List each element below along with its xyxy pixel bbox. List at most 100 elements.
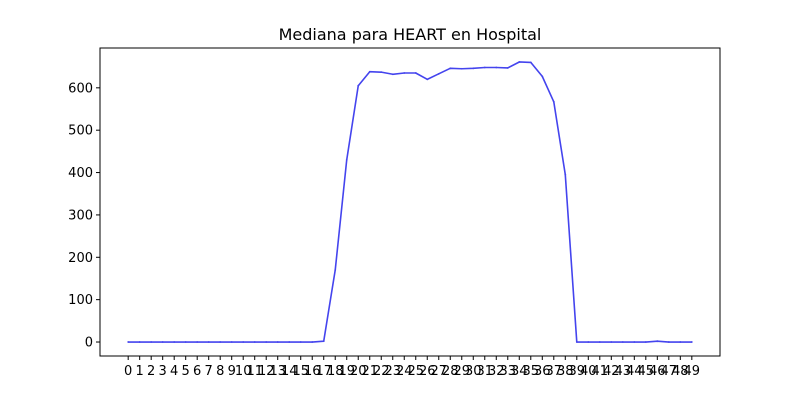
- x-tick-label: 41: [592, 364, 609, 379]
- data-point: [253, 341, 256, 343]
- x-tick-label: 45: [638, 364, 655, 379]
- data-point: [276, 341, 279, 343]
- x-tick-label: 25: [407, 364, 424, 379]
- x-tick-label: 20: [350, 364, 367, 379]
- x-tick-label: 16: [304, 364, 321, 379]
- x-tick-label: 3: [159, 364, 167, 379]
- x-tick-label: 31: [476, 364, 493, 379]
- x-tick-label: 6: [193, 364, 201, 379]
- x-tick-label: 10: [235, 364, 252, 379]
- data-point: [150, 341, 153, 343]
- data-point: [460, 67, 463, 70]
- x-tick-label: 35: [523, 364, 540, 379]
- data-point: [207, 341, 210, 343]
- y-tick-label: 600: [68, 81, 93, 96]
- x-tick-label: 24: [396, 364, 413, 379]
- data-point: [288, 341, 291, 343]
- x-tick-label: 30: [465, 364, 482, 379]
- x-tick-label: 2: [147, 364, 155, 379]
- x-tick-label: 4: [170, 364, 178, 379]
- x-tick-label: 40: [580, 364, 597, 379]
- data-point: [380, 71, 383, 74]
- x-tick-label: 46: [649, 364, 666, 379]
- x-tick-label: 14: [281, 364, 298, 379]
- data-point: [403, 72, 406, 74]
- x-tick-label: 32: [488, 364, 505, 379]
- x-tick-label: 5: [182, 364, 190, 379]
- x-tick-label: 12: [258, 364, 275, 379]
- x-tick-label: 36: [534, 364, 551, 379]
- chart-title: Mediana para HEART en Hospital: [279, 25, 542, 44]
- data-point: [265, 341, 268, 343]
- data-point: [196, 341, 199, 343]
- data-point: [621, 341, 624, 343]
- x-tick-label: 47: [661, 364, 678, 379]
- data-point: [230, 341, 233, 343]
- data-point: [633, 341, 636, 343]
- data-point: [564, 173, 567, 176]
- x-tick-label: 27: [430, 364, 447, 379]
- x-tick-label: 28: [442, 364, 459, 379]
- x-tick-label: 21: [361, 364, 378, 379]
- data-point: [368, 70, 371, 73]
- x-axis: 0 1 2 3 4 5 6 7 8 9 101112131415161718192021222324…: [124, 356, 700, 379]
- x-tick-label: 44: [626, 364, 643, 379]
- data-point: [679, 341, 682, 343]
- x-tick-label: 23: [384, 364, 401, 379]
- x-tick-label: 33: [500, 364, 517, 379]
- data-point: [690, 341, 693, 343]
- x-tick-label: 11: [246, 364, 263, 379]
- data-point: [667, 341, 670, 343]
- data-point: [587, 341, 590, 343]
- data-point: [414, 72, 417, 74]
- x-tick-label: 48: [672, 364, 689, 379]
- x-tick-label: 15: [292, 364, 309, 379]
- data-point: [299, 341, 302, 343]
- y-tick-label: 0: [85, 336, 93, 351]
- data-point: [311, 341, 314, 343]
- x-tick-label: 9: [228, 364, 236, 379]
- data-point: [656, 340, 659, 343]
- data-point: [598, 341, 601, 343]
- y-tick-label: 100: [68, 293, 93, 308]
- data-point: [357, 84, 360, 87]
- y-tick-label: 300: [68, 208, 93, 223]
- data-point: [610, 341, 613, 343]
- x-tick-label: 18: [327, 364, 344, 379]
- x-tick-label: 22: [373, 364, 390, 379]
- data-point: [161, 341, 164, 343]
- x-tick-label: 43: [615, 364, 632, 379]
- data-point: [552, 100, 555, 103]
- x-tick-label: 8: [216, 364, 224, 379]
- x-tick-label: 26: [419, 364, 436, 379]
- data-point: [334, 269, 337, 271]
- y-axis: 0 100 200 300 400 500 600: [68, 81, 100, 351]
- x-tick-label: 38: [557, 364, 574, 379]
- data-point: [219, 341, 222, 343]
- x-tick-label: 39: [569, 364, 586, 379]
- x-tick-label: 7: [205, 364, 213, 379]
- x-tick-label: 17: [315, 364, 332, 379]
- data-point: [518, 61, 521, 63]
- x-tick-label: 29: [453, 364, 470, 379]
- series-line: [128, 61, 692, 343]
- data-point: [483, 66, 486, 69]
- data-point: [138, 341, 141, 343]
- data-point: [575, 341, 578, 343]
- data-point: [184, 341, 187, 343]
- data-point: [506, 67, 509, 69]
- data-point: [644, 341, 647, 343]
- data-point: [495, 66, 498, 69]
- x-tick-label: 19: [338, 364, 355, 379]
- x-tick-label: 0: [124, 364, 132, 379]
- data-point: [173, 341, 176, 343]
- data-point: [437, 72, 440, 75]
- data-point: [127, 341, 130, 343]
- data-point: [426, 78, 429, 81]
- y-tick-label: 500: [68, 124, 93, 139]
- data-point: [529, 61, 532, 64]
- data-point: [322, 340, 325, 343]
- data-point: [541, 75, 544, 78]
- x-tick-label: 1: [136, 364, 144, 379]
